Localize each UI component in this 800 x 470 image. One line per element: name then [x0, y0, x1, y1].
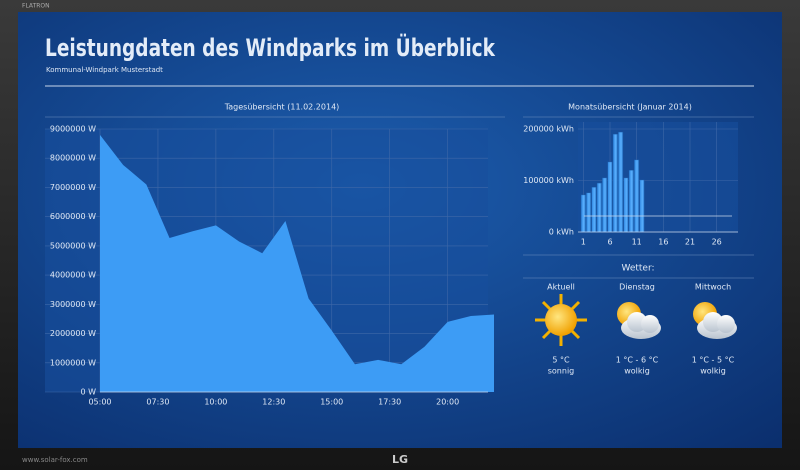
bar [596, 182, 602, 233]
y-tick-label: 1000000 W [50, 358, 96, 367]
y-tick-label: 100000 kWh [523, 176, 574, 185]
weather-desc: wolkig [700, 367, 726, 376]
brand-bottom: LG [392, 453, 408, 466]
y-tick-label: 8000000 W [50, 154, 96, 163]
x-tick-label: 20:00 [436, 398, 459, 407]
x-tick-label: 12:30 [262, 398, 285, 407]
weather-desc: wolkig [624, 367, 650, 376]
site-url: www.solar-fox.com [22, 456, 88, 464]
x-tick-label: 10:00 [204, 398, 227, 407]
weather-icon-sun [535, 294, 587, 346]
weather-day: Dienstag [619, 283, 655, 292]
weather-desc: sonnig [548, 367, 575, 376]
page-subtitle: Kommunal-Windpark Musterstadt [46, 66, 163, 74]
y-tick-label: 7000000 W [50, 183, 96, 192]
weather-day: Mittwoch [695, 283, 731, 292]
day-chart-title: Tagesübersicht (11.02.2014) [224, 103, 340, 112]
bar [602, 177, 608, 233]
bar [591, 186, 597, 233]
y-tick-label: 200000 kWh [523, 125, 574, 134]
x-tick-label: 15:00 [320, 398, 343, 407]
x-tick-label: 16 [658, 238, 668, 247]
x-tick-label: 11 [632, 238, 642, 247]
y-tick-label: 0 W [80, 388, 96, 397]
y-tick-label: 5000000 W [50, 241, 96, 250]
x-tick-label: 17:30 [378, 398, 401, 407]
weather-temp: 1 °C - 5 °C [692, 356, 735, 365]
weather-temp: 5 °C [552, 356, 570, 365]
x-tick-label: 05:00 [88, 398, 111, 407]
x-tick-label: 07:30 [146, 398, 169, 407]
weather-icon-cloud [617, 302, 661, 339]
bar [607, 161, 613, 233]
x-tick-label: 21 [685, 238, 695, 247]
y-tick-label: 3000000 W [50, 300, 96, 309]
bar [628, 169, 634, 233]
bar [612, 133, 618, 233]
y-tick-label: 4000000 W [50, 271, 96, 280]
bar [634, 159, 640, 233]
plot-background [578, 122, 738, 232]
x-tick-label: 6 [607, 238, 612, 247]
y-tick-label: 9000000 W [50, 125, 96, 134]
month-chart-title: Monatsübersicht (Januar 2014) [568, 103, 692, 112]
x-tick-label: 26 [712, 238, 722, 247]
page-title: Leistungdaten des Windparks im Überblick [45, 32, 496, 62]
weather-temp: 1 °C - 6 °C [616, 356, 659, 365]
bar [623, 177, 629, 233]
bar [586, 192, 592, 233]
bar [618, 131, 624, 233]
area [100, 134, 494, 392]
bar [580, 194, 586, 233]
bar [639, 179, 645, 233]
y-tick-label: 2000000 W [50, 329, 96, 338]
y-tick-label: 6000000 W [50, 212, 96, 221]
y-tick-label: 0 kWh [549, 228, 574, 237]
x-tick-label: 1 [581, 238, 586, 247]
brand-top: FLATRON [22, 3, 50, 10]
weather-icon-cloud [693, 302, 737, 339]
weather-title: Wetter: [621, 264, 654, 274]
weather-day: Aktuell [547, 283, 575, 292]
